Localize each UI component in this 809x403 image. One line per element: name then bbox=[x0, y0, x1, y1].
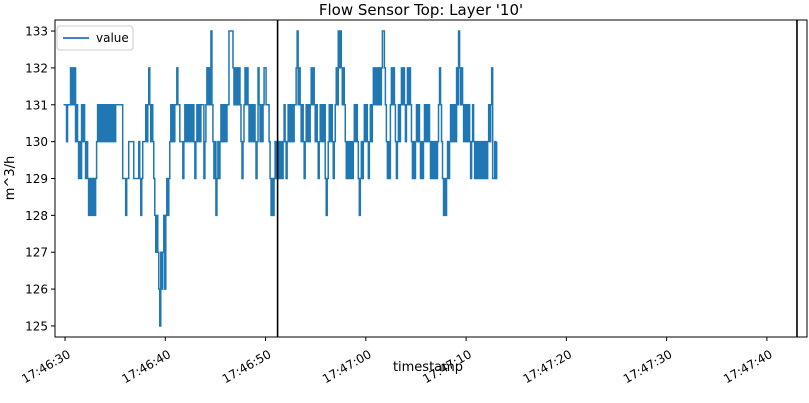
y-tick-label: 127 bbox=[25, 246, 48, 260]
y-axis: 125 126 127 128 129 130 131 132 133 bbox=[25, 25, 55, 333]
y-axis-label: m^3/h bbox=[3, 156, 18, 200]
vertical-markers bbox=[276, 20, 798, 337]
y-tick-label: 132 bbox=[25, 61, 48, 75]
y-tick-label: 128 bbox=[25, 209, 48, 223]
y-tick-label: 133 bbox=[25, 25, 48, 39]
series-line-value bbox=[63, 30, 498, 327]
x-axis-label: timestamp bbox=[393, 360, 463, 375]
y-tick-label: 125 bbox=[25, 319, 48, 333]
y-tick-label: 126 bbox=[25, 283, 48, 297]
legend-label: value bbox=[96, 31, 129, 45]
y-tick-label: 131 bbox=[25, 98, 48, 112]
y-tick-label: 129 bbox=[25, 172, 48, 186]
legend-frame bbox=[56, 25, 134, 51]
y-tick-label: 130 bbox=[25, 135, 48, 149]
legend: value bbox=[56, 25, 134, 51]
chart-title: Flow Sensor Top: Layer '10' bbox=[319, 1, 523, 19]
